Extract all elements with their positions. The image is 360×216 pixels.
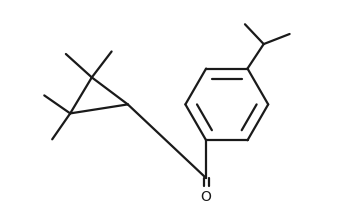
Text: O: O (201, 190, 212, 204)
